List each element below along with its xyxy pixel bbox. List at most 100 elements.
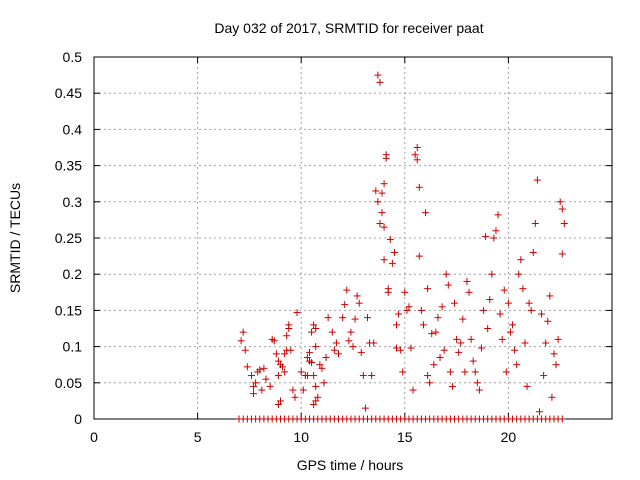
- data-point: [428, 330, 436, 338]
- chart-title: Day 032 of 2017, SRMTID for receiver paa…: [214, 20, 483, 36]
- data-point: [407, 344, 415, 352]
- data-point: [256, 366, 264, 374]
- data-point: [297, 368, 305, 376]
- data-point: [419, 321, 427, 329]
- data-point: [442, 270, 450, 278]
- data-point: [312, 382, 320, 390]
- data-point: [540, 372, 548, 380]
- data-point: [252, 379, 260, 387]
- data-point: [401, 288, 409, 296]
- data-point: [380, 180, 388, 188]
- data-point: [324, 314, 332, 322]
- data-point: [310, 372, 318, 380]
- x-tick-label: 0: [90, 429, 98, 445]
- data-point: [262, 375, 270, 383]
- data-point: [272, 350, 280, 358]
- data-point: [378, 189, 386, 197]
- data-point: [281, 368, 289, 376]
- data-point: [239, 328, 247, 336]
- data-point: [457, 339, 465, 347]
- data-point: [496, 310, 504, 318]
- data-point: [415, 252, 423, 260]
- data-point: [357, 348, 365, 356]
- data-point: [260, 364, 268, 372]
- data-point: [515, 270, 523, 278]
- data-point: [339, 314, 347, 322]
- data-point: [529, 248, 537, 256]
- x-tick-label: 10: [293, 429, 309, 445]
- data-point: [250, 390, 258, 398]
- y-tick-label: 0.1: [63, 339, 83, 355]
- y-tick-labels: 0 0.05 0.1 0.15 0.2 0.25 0.3 0.35 0.4 0.45 0.5: [55, 49, 82, 427]
- data-point: [409, 386, 417, 394]
- data-point: [486, 296, 494, 304]
- data-point: [471, 368, 479, 376]
- y-tick-label: 0: [74, 411, 82, 427]
- data-point: [328, 328, 336, 336]
- data-points: [235, 71, 568, 423]
- data-point: [426, 379, 434, 387]
- y-tick-label: 0.2: [63, 266, 83, 282]
- data-point: [477, 344, 485, 352]
- data-point: [500, 286, 508, 294]
- y-tick-label: 0.5: [63, 49, 83, 65]
- data-point: [413, 144, 421, 151]
- data-point: [436, 353, 444, 361]
- data-point: [424, 372, 432, 380]
- data-point: [463, 277, 471, 285]
- data-point: [519, 285, 527, 293]
- data-point: [343, 286, 351, 294]
- data-point: [527, 306, 535, 314]
- data-point: [349, 343, 357, 351]
- data-point: [299, 386, 307, 394]
- data-point: [388, 259, 396, 267]
- data-point: [492, 227, 500, 235]
- data-point: [403, 306, 411, 314]
- data-point: [384, 288, 392, 296]
- data-point: [376, 78, 384, 86]
- x-tick-label: 20: [501, 429, 517, 445]
- data-point: [345, 337, 353, 345]
- data-point: [237, 337, 245, 345]
- data-point: [475, 386, 483, 394]
- data-point: [314, 393, 322, 401]
- data-point: [415, 183, 423, 191]
- data-point: [351, 315, 359, 323]
- y-tick-label: 0.15: [55, 302, 82, 318]
- data-point: [444, 281, 452, 289]
- data-point: [386, 235, 394, 243]
- data-point: [533, 176, 541, 184]
- data-point: [258, 386, 266, 394]
- data-point: [548, 393, 556, 401]
- data-point: [364, 314, 372, 322]
- data-point: [274, 372, 282, 380]
- data-point: [347, 328, 355, 336]
- data-point: [511, 346, 519, 354]
- data-point: [305, 348, 313, 356]
- data-point: [390, 248, 398, 256]
- data-point: [473, 379, 481, 387]
- y-tick-label: 0.45: [55, 85, 82, 101]
- data-point: [341, 301, 349, 309]
- data-point: [490, 234, 498, 242]
- data-point: [469, 357, 477, 365]
- data-point: [308, 359, 316, 367]
- data-point: [434, 314, 442, 322]
- data-point: [482, 233, 490, 241]
- data-point: [556, 198, 564, 206]
- data-point: [308, 328, 316, 336]
- data-point: [417, 306, 425, 314]
- data-point: [531, 220, 539, 228]
- data-point: [432, 328, 440, 336]
- data-point: [270, 337, 278, 345]
- data-point: [380, 223, 388, 231]
- data-point: [521, 339, 529, 347]
- data-point: [546, 292, 554, 300]
- data-point: [517, 256, 525, 264]
- data-point: [506, 328, 514, 336]
- data-point: [287, 346, 295, 354]
- data-point: [274, 401, 282, 409]
- data-point: [523, 382, 531, 390]
- data-point: [312, 325, 320, 332]
